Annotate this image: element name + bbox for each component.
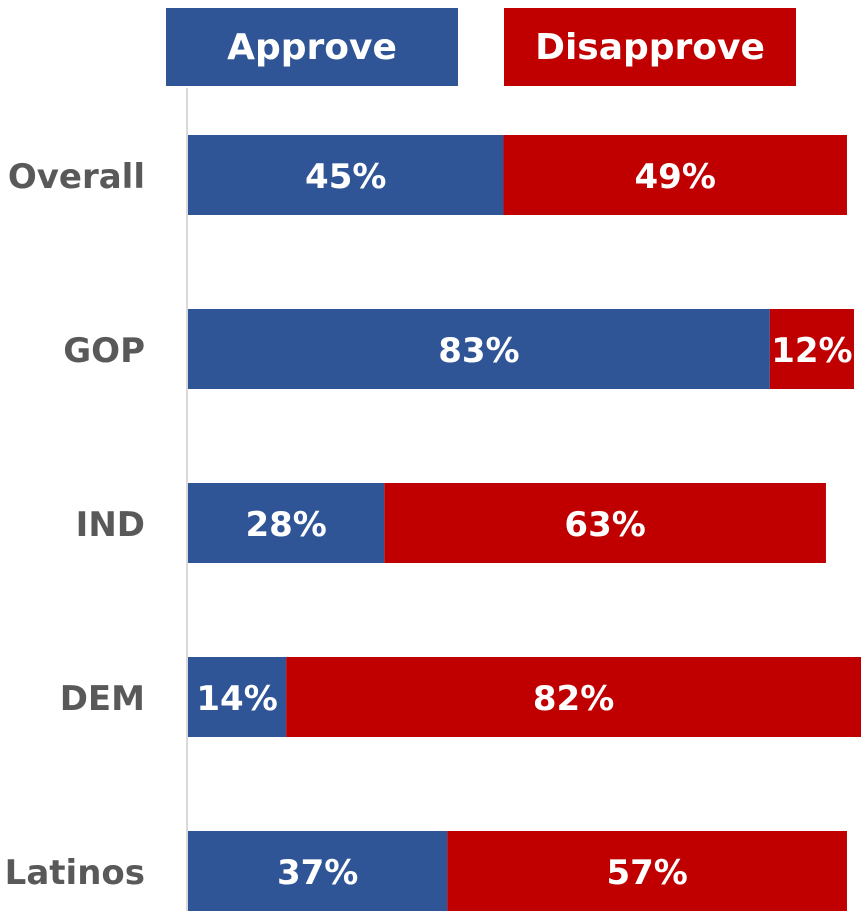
data-label: 57%	[606, 853, 687, 893]
data-label: 45%	[305, 157, 386, 197]
bar-disapprove-overall	[503, 135, 847, 215]
category-label: DEM	[60, 679, 145, 719]
bar-approve-overall	[188, 135, 504, 215]
category-label: IND	[76, 505, 145, 545]
data-label: 14%	[196, 679, 277, 719]
data-label: 82%	[533, 679, 614, 719]
bar-disapprove-latinos	[447, 831, 847, 911]
data-label: 63%	[564, 505, 645, 545]
data-label: 28%	[245, 505, 326, 545]
category-label: Latinos	[5, 853, 145, 893]
bar-approve-gop	[188, 309, 770, 389]
bar-approve-ind	[188, 483, 385, 563]
bar-approve-latinos	[188, 831, 448, 911]
category-label: Overall	[8, 157, 145, 197]
bar-disapprove-ind	[384, 483, 826, 563]
data-label: 83%	[438, 331, 519, 371]
bar-approve-dem	[188, 657, 287, 737]
legend-disapprove: Disapprove	[504, 8, 796, 86]
bar-disapprove-gop	[769, 309, 854, 389]
data-label: 12%	[771, 331, 852, 371]
bar-disapprove-dem	[286, 657, 861, 737]
data-label: 49%	[635, 157, 716, 197]
legend-approve: Approve	[166, 8, 458, 86]
data-label: 37%	[277, 853, 358, 893]
category-label: GOP	[63, 331, 145, 371]
